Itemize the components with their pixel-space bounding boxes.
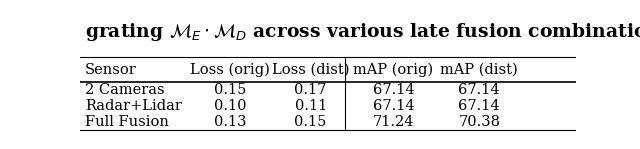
Text: 67.14: 67.14	[458, 83, 500, 97]
Text: 71.24: 71.24	[372, 115, 414, 129]
Text: 70.38: 70.38	[458, 115, 500, 129]
Text: 0.11: 0.11	[294, 99, 327, 113]
Text: Loss (dist): Loss (dist)	[272, 63, 349, 76]
Text: Full Fusion: Full Fusion	[85, 115, 169, 129]
Text: 67.14: 67.14	[372, 83, 414, 97]
Text: 67.14: 67.14	[372, 99, 414, 113]
Text: 2 Cameras: 2 Cameras	[85, 83, 164, 97]
Text: grating $\mathcal{M}_E \cdot \mathcal{M}_D$ across various late fusion combinati: grating $\mathcal{M}_E \cdot \mathcal{M}…	[85, 21, 640, 43]
Text: mAP (orig): mAP (orig)	[353, 62, 433, 77]
Text: mAP (dist): mAP (dist)	[440, 63, 518, 76]
Text: Radar+Lidar: Radar+Lidar	[85, 99, 182, 113]
Text: 0.13: 0.13	[214, 115, 246, 129]
Text: 0.15: 0.15	[214, 83, 246, 97]
Text: Loss (orig): Loss (orig)	[190, 62, 270, 77]
Text: 0.15: 0.15	[294, 115, 327, 129]
Text: 67.14: 67.14	[458, 99, 500, 113]
Text: 0.17: 0.17	[294, 83, 327, 97]
Text: Sensor: Sensor	[85, 63, 137, 76]
Text: 0.10: 0.10	[214, 99, 246, 113]
